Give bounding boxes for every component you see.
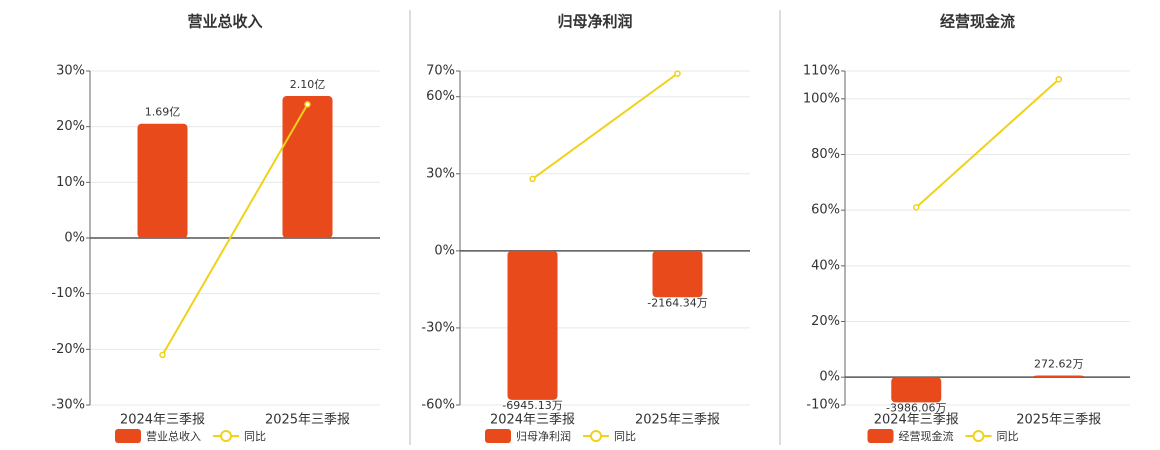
x-tick-label: 2024年三季报 [490, 413, 575, 428]
legend-label: 同比 [244, 430, 266, 443]
y-tick-label: 10% [56, 175, 85, 190]
legend-swatch [972, 430, 985, 442]
y-tick-label: -30% [421, 320, 455, 335]
y-tick-label: 80% [811, 147, 840, 162]
legend-label: 同比 [997, 430, 1019, 443]
y-tick-label: 30% [56, 64, 85, 79]
legend-label: 经营现金流 [899, 429, 954, 443]
x-tick-label: 2024年三季报 [120, 413, 205, 428]
y-tick-label: -20% [51, 342, 85, 357]
y-tick-label: 60% [811, 203, 840, 218]
point [913, 204, 920, 211]
value-label: -2164.34万 [647, 296, 707, 309]
point [674, 70, 681, 77]
line [915, 78, 1060, 209]
y-tick-label: 60% [426, 89, 455, 104]
value-label: 272.62万 [1034, 357, 1084, 370]
legend-swatch [220, 430, 232, 442]
y-tick-label: 100% [803, 91, 840, 106]
y-tick-label: -10% [51, 286, 85, 301]
y-tick-label: 0% [434, 243, 455, 258]
bar [137, 123, 188, 238]
legend-label: 归母净利润 [516, 429, 571, 443]
y-tick-label: -60% [421, 398, 455, 413]
legend-swatch [867, 429, 894, 443]
bar [652, 250, 703, 298]
line [161, 103, 309, 356]
legend-swatch [590, 430, 602, 442]
chart-title: 归母净利润 [557, 13, 632, 31]
point [159, 351, 166, 359]
y-tick-label: 30% [426, 166, 455, 181]
x-tick-label: 2025年三季报 [635, 413, 720, 428]
y-tick-label: 0% [819, 370, 840, 385]
legend-swatch [485, 429, 511, 443]
y-tick-label: 70% [426, 64, 455, 79]
x-tick-label: 2025年三季报 [265, 413, 350, 428]
y-tick-label: -10% [806, 398, 840, 413]
y-tick-label: 20% [811, 314, 840, 329]
bar [891, 377, 942, 403]
legend-label: 同比 [614, 430, 636, 443]
point [1055, 76, 1062, 83]
x-tick-label: 2024年三季报 [874, 413, 959, 428]
chart-title: 营业总收入 [187, 13, 262, 31]
y-tick-label: 0% [64, 231, 85, 246]
chart-title: 经营现金流 [940, 13, 1015, 31]
bar [282, 96, 333, 238]
legend-label: 营业总收入 [146, 429, 201, 443]
point [304, 101, 311, 108]
value-label: 1.69亿 [145, 106, 181, 119]
point [529, 175, 536, 183]
y-tick-label: 110% [803, 64, 840, 79]
legend-swatch [115, 429, 141, 443]
value-label: 2.10亿 [290, 78, 326, 91]
value-label: -6945.13万 [502, 399, 562, 412]
bar [507, 250, 558, 400]
line [531, 72, 679, 180]
x-tick-label: 2025年三季报 [1016, 413, 1101, 428]
y-tick-label: 40% [811, 258, 840, 273]
bar [1033, 375, 1084, 378]
y-tick-label: -30% [51, 398, 85, 413]
value-label: -3986.06万 [886, 401, 946, 414]
y-tick-label: 20% [56, 119, 85, 134]
